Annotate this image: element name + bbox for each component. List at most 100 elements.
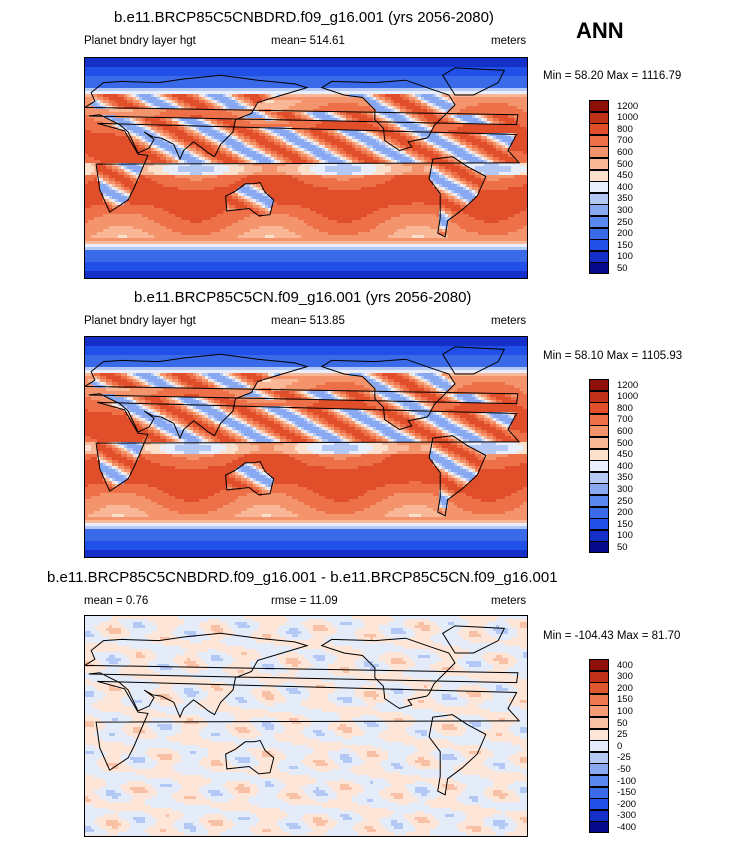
colorbar-label: 200 bbox=[617, 508, 633, 518]
colorbar-label: 250 bbox=[617, 217, 633, 228]
colorbar-swatch bbox=[589, 518, 609, 531]
colorbar-swatch bbox=[589, 402, 609, 415]
coastline bbox=[320, 637, 456, 710]
coastline bbox=[428, 714, 487, 796]
panel-3-units-label: meters bbox=[491, 595, 526, 607]
coastline bbox=[320, 358, 456, 431]
coastline bbox=[428, 435, 487, 517]
colorbar-swatch bbox=[589, 821, 609, 834]
coastline bbox=[441, 346, 506, 375]
colorbar-label: 300 bbox=[617, 672, 633, 682]
colorbar-label: 350 bbox=[617, 473, 633, 483]
colorbar-swatch bbox=[589, 717, 609, 730]
coastline bbox=[85, 632, 519, 719]
colorbar-swatch bbox=[589, 158, 609, 171]
panel-1-units-label: meters bbox=[491, 35, 526, 47]
colorbar-swatch bbox=[589, 693, 609, 706]
colorbar-swatch bbox=[589, 670, 609, 683]
contour-field bbox=[85, 337, 527, 557]
colorbar-swatch bbox=[589, 181, 609, 194]
colorbar-label: 400 bbox=[617, 461, 633, 472]
colorbar-swatch bbox=[589, 437, 609, 450]
colorbar-swatch bbox=[589, 146, 609, 159]
coastline bbox=[441, 625, 506, 654]
panel-2-title: b.e11.BRCP85C5CN.f09_g16.001 (yrs 2056-2… bbox=[134, 289, 471, 306]
coastline bbox=[95, 680, 521, 771]
colorbar-swatch bbox=[589, 448, 609, 461]
colorbar-label: 100 bbox=[617, 531, 633, 541]
colorbar-swatch bbox=[589, 169, 609, 182]
colorbar-swatch bbox=[589, 659, 609, 672]
panel-1-mean-label: mean= 514.61 bbox=[271, 35, 345, 47]
panel-2-mean-label: mean= 513.85 bbox=[271, 315, 345, 327]
colorbar-swatch bbox=[589, 740, 609, 753]
colorbar-swatch bbox=[589, 227, 609, 240]
colorbar-label: 600 bbox=[617, 427, 633, 437]
colorbar-label: 150 bbox=[617, 240, 633, 251]
colorbar-swatch bbox=[589, 763, 609, 776]
colorbar-label: 800 bbox=[617, 403, 633, 414]
colorbar-swatch bbox=[589, 413, 609, 426]
coastline bbox=[85, 74, 519, 161]
season-label: ANN bbox=[576, 18, 624, 44]
panel-3-colorbar bbox=[589, 659, 609, 834]
colorbar-swatch bbox=[589, 682, 609, 695]
colorbar-label: 600 bbox=[617, 148, 633, 158]
colorbar-label: 100 bbox=[617, 252, 633, 262]
colorbar-label: 1200 bbox=[617, 380, 638, 391]
colorbar-label: 50 bbox=[617, 543, 628, 553]
colorbar-label: -25 bbox=[617, 753, 631, 763]
coastline bbox=[95, 401, 521, 492]
panel-2-minmax: Min = 58.10 Max = 1105.93 bbox=[543, 350, 682, 362]
colorbar-label: 250 bbox=[617, 496, 633, 507]
colorbar-swatch bbox=[589, 123, 609, 136]
coastline bbox=[320, 79, 456, 152]
colorbar-swatch bbox=[589, 192, 609, 205]
colorbar-label: 150 bbox=[617, 519, 633, 530]
colorbar-label: 1000 bbox=[617, 113, 638, 123]
panel-3-mean-label: mean = 0.76 bbox=[84, 595, 148, 607]
panel-1-colorbar bbox=[589, 100, 609, 275]
colorbar-label: -300 bbox=[617, 811, 636, 821]
colorbar-label: 1000 bbox=[617, 392, 638, 402]
coastlines bbox=[85, 346, 521, 517]
colorbar-label: -50 bbox=[617, 765, 631, 775]
colorbar-swatch bbox=[589, 111, 609, 124]
panel-3-rmse-label: rmse = 11.09 bbox=[271, 595, 338, 607]
colorbar-label: 400 bbox=[617, 182, 633, 193]
colorbar-label: 0 bbox=[617, 741, 622, 752]
colorbar-swatch bbox=[589, 809, 609, 822]
colorbar-swatch bbox=[589, 786, 609, 799]
colorbar-label: 450 bbox=[617, 450, 633, 460]
colorbar-label: 25 bbox=[617, 730, 628, 740]
map-field bbox=[85, 337, 527, 557]
colorbar-label: 450 bbox=[617, 171, 633, 181]
colorbar-swatch bbox=[589, 541, 609, 554]
colorbar-label: 100 bbox=[617, 707, 633, 717]
panel-3-map bbox=[84, 615, 528, 837]
colorbar-swatch bbox=[589, 390, 609, 403]
panel-3-title: b.e11.BRCP85C5CNBDRD.f09_g16.001 - b.e11… bbox=[47, 569, 558, 586]
colorbar-swatch bbox=[589, 751, 609, 764]
colorbar-swatch bbox=[589, 506, 609, 519]
panel-1-title: b.e11.BRCP85C5CNBDRD.f09_g16.001 (yrs 20… bbox=[114, 9, 494, 26]
colorbar-label: 200 bbox=[617, 229, 633, 239]
colorbar-label: 50 bbox=[617, 264, 628, 274]
colorbar-swatch bbox=[589, 471, 609, 484]
coastline bbox=[428, 156, 487, 238]
colorbar-label: 800 bbox=[617, 124, 633, 135]
colorbar-swatch bbox=[589, 529, 609, 542]
colorbar-swatch bbox=[589, 460, 609, 473]
colorbar-swatch bbox=[589, 216, 609, 229]
colorbar-label: 500 bbox=[617, 159, 633, 170]
colorbar-label: 150 bbox=[617, 695, 633, 705]
colorbar-swatch bbox=[589, 100, 609, 113]
colorbar-label: 1200 bbox=[617, 101, 638, 112]
panel-2-variable-label: Planet bndry layer hgt bbox=[84, 315, 196, 327]
colorbar-swatch bbox=[589, 798, 609, 811]
colorbar-label: 700 bbox=[617, 415, 633, 425]
colorbar-label: 300 bbox=[617, 485, 633, 495]
panel-1-variable-label: Planet bndry layer hgt bbox=[84, 35, 196, 47]
colorbar-swatch bbox=[589, 204, 609, 217]
colorbar-label: 50 bbox=[617, 718, 628, 729]
